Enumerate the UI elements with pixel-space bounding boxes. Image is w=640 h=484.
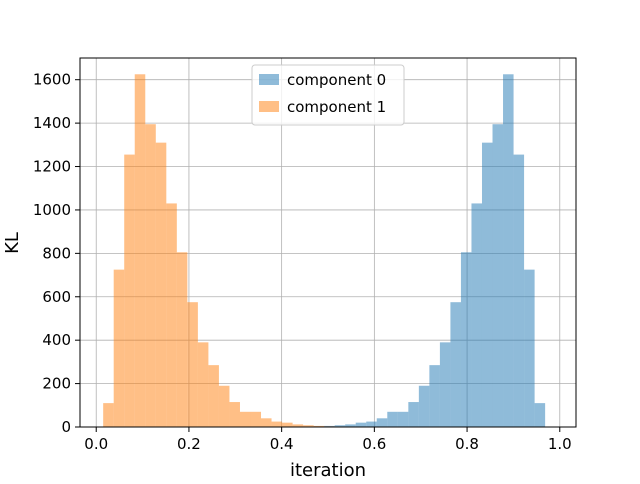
histogram-bar-component-0	[366, 422, 377, 427]
legend-label-component-0: component 0	[287, 71, 386, 89]
histogram-bar-component-1	[156, 143, 167, 427]
x-tick-label: 0.8	[455, 435, 479, 453]
x-tick-label: 0.2	[177, 435, 201, 453]
histogram-bar-component-1	[272, 422, 283, 427]
histogram-bar-component-1	[187, 302, 198, 427]
legend-swatch-component-1	[259, 101, 279, 112]
histogram-bar-component-0	[398, 412, 409, 427]
histogram-bar-component-0	[493, 124, 504, 427]
histogram-bar-component-1	[240, 412, 251, 427]
histogram-bar-component-0	[440, 342, 451, 427]
histogram-bar-component-1	[261, 418, 272, 427]
histogram-bar-component-1	[103, 403, 114, 427]
histogram-bar-component-0	[356, 423, 367, 427]
y-tick-label: 200	[42, 375, 71, 393]
x-tick-label: 0.0	[84, 435, 108, 453]
histogram-bar-component-0	[450, 302, 461, 427]
y-axis-label: KL	[2, 232, 23, 254]
histogram-bar-component-0	[482, 143, 493, 427]
histogram-bar-component-0	[514, 155, 525, 427]
histogram-bar-component-0	[419, 386, 430, 427]
histogram-bar-component-1	[124, 155, 135, 427]
histogram-bar-component-1	[135, 74, 146, 427]
y-tick-label: 1600	[33, 71, 71, 89]
y-tick-label: 600	[42, 288, 71, 306]
legend: component 0 component 1	[252, 65, 404, 125]
bars-layer	[103, 74, 545, 427]
histogram-bar-component-0	[524, 270, 535, 427]
histogram-bar-component-0	[471, 203, 482, 427]
histogram-bar-component-1	[114, 270, 125, 427]
y-tick-label: 400	[42, 331, 71, 349]
x-tick-label: 0.6	[362, 435, 386, 453]
histogram-bar-component-0	[408, 402, 419, 427]
histogram-bar-component-1	[166, 203, 177, 427]
x-tick-label: 0.4	[270, 435, 294, 453]
histogram-bar-component-1	[250, 412, 261, 427]
x-tick-label: 1.0	[548, 435, 572, 453]
x-axis-label: iteration	[290, 460, 366, 480]
histogram-bar-component-1	[219, 386, 230, 427]
histogram-bar-component-0	[387, 412, 398, 427]
y-tick-label: 1400	[33, 114, 71, 132]
y-tick-label: 1200	[33, 158, 71, 176]
y-tick-label: 0	[61, 418, 71, 436]
histogram-bar-component-1	[177, 252, 188, 427]
histogram-bar-component-0	[461, 252, 472, 427]
histogram-bar-component-0	[377, 418, 388, 427]
histogram-bar-component-1	[208, 365, 219, 427]
y-tick-label: 800	[42, 244, 71, 262]
histogram-bar-component-0	[503, 74, 514, 427]
histogram-bar-component-1	[198, 342, 209, 427]
histogram-bar-component-1	[229, 402, 240, 427]
legend-swatch-component-0	[259, 74, 279, 85]
histogram-bar-component-0	[429, 365, 440, 427]
legend-label-component-1: component 1	[287, 98, 386, 116]
histogram-bar-component-1	[282, 423, 293, 427]
histogram-bar-component-0	[535, 403, 546, 427]
y-tick-label: 1000	[33, 201, 71, 219]
histogram-bar-component-1	[145, 124, 156, 427]
